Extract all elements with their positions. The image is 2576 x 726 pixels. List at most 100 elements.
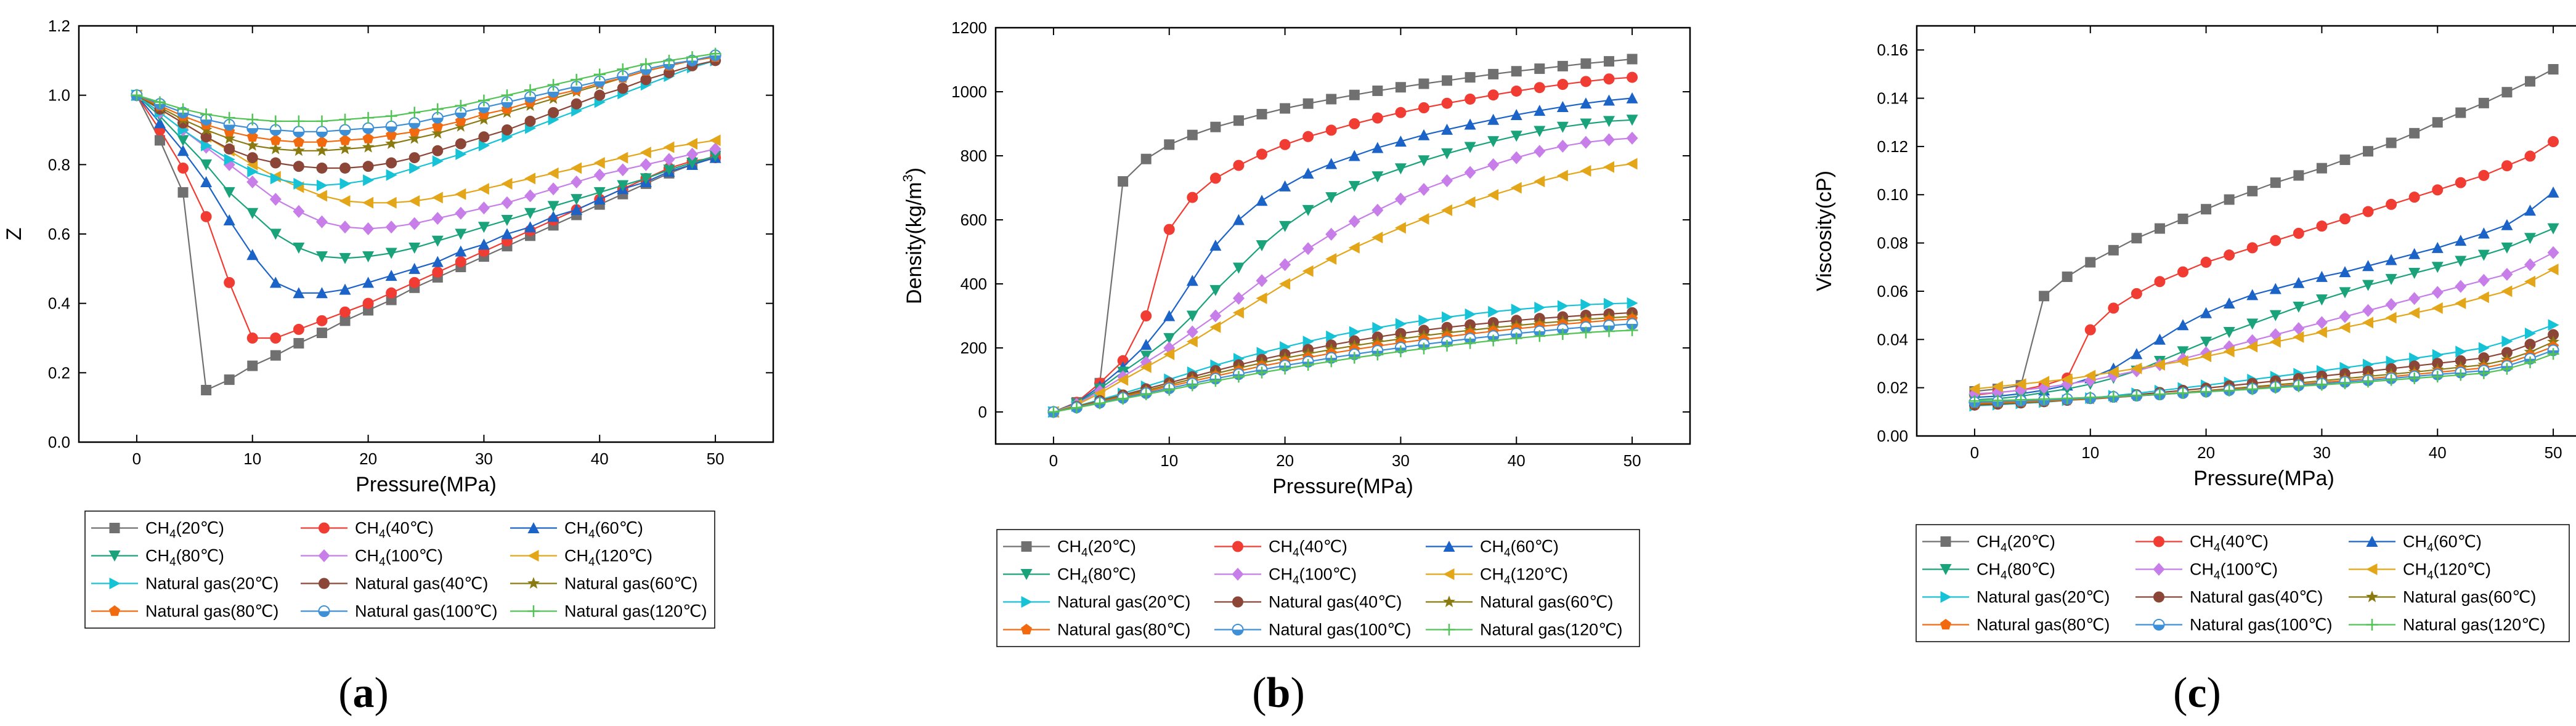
series-ch4-60c-point (2293, 276, 2305, 288)
series-ch4-120c (1969, 264, 2559, 395)
series-ch4-120c-line (1053, 163, 1633, 413)
series-natural-gas-80c-point (386, 129, 397, 140)
series-ch4-60c-point (2477, 227, 2490, 239)
series-ch4-80c-point (501, 214, 513, 226)
series-ch4-100c-point (1510, 151, 1522, 164)
series-ch4-20c-point (2432, 117, 2443, 128)
series-ch4-60c-point (200, 176, 213, 187)
series-natural-gas-120c-point (1371, 349, 1384, 361)
series-natural-gas-120c-point (293, 115, 305, 127)
series-natural-gas-120c-point (1348, 352, 1360, 364)
series-ch4-20c-point (1326, 94, 1337, 105)
series-natural-gas-120c-point (431, 103, 444, 115)
series-natural-gas-120c-point (2293, 380, 2305, 392)
series-ch4-100c-point (362, 222, 375, 236)
series-natural-gas-120c-point (501, 89, 513, 102)
series-ch4-60c-point (455, 245, 467, 257)
series-ch4-100c-point (269, 193, 282, 206)
series-natural-gas-40c-point (594, 89, 606, 101)
series-ch4-20c-point (2062, 271, 2073, 282)
y-tick-label: 600 (961, 211, 987, 229)
y-tick-label: 1200 (951, 18, 987, 37)
series-ch4-100c-point (2339, 310, 2351, 323)
legend-label: CH4(20℃) (1977, 533, 2055, 555)
series-ch4-80c-point (1418, 155, 1430, 167)
series-ch4-60c-point (385, 270, 397, 281)
series-ch4-80c-point (547, 201, 559, 212)
legend-marker (1232, 596, 1243, 608)
x-tick-label: 0 (1970, 443, 1979, 462)
series-natural-gas-40c-point (640, 74, 652, 86)
series-natural-gas-20c-point (1395, 318, 1407, 330)
series-ch4-100c-point (455, 206, 467, 220)
series-ch4-100c-point (1348, 215, 1360, 228)
legend-label: CH4(80℃) (1057, 565, 1136, 587)
series-natural-gas-120c (1969, 348, 2559, 407)
series-ch4-40c-point (2362, 206, 2374, 217)
series-natural-gas-120c-point (2223, 384, 2235, 397)
series-ch4-60c-point (431, 256, 444, 267)
series-ch4-100c-point (2362, 304, 2375, 317)
series-natural-gas-120c-point (1047, 406, 1060, 418)
series-ch4-40c-point (1256, 148, 1268, 160)
series-ch4-60c-point (293, 287, 305, 299)
series-natural-gas-40c-point (571, 98, 582, 110)
series-ch4-120c-point (1534, 175, 1545, 188)
series-ch4-20c-point (1418, 78, 1429, 89)
series-ch4-40c-point (177, 162, 189, 174)
legend-box (996, 529, 1640, 647)
series-natural-gas-40c-point (339, 162, 351, 174)
series-ch4-120c-point (2223, 345, 2235, 358)
series-natural-gas-120c-point (1969, 395, 1981, 407)
series-ch4-20c-point (154, 135, 165, 146)
x-tick-label: 40 (591, 450, 609, 468)
series-natural-gas-120c-point (2315, 379, 2328, 391)
series-ch4-20c-point (1557, 60, 1568, 71)
series-ch4-60c-point (1464, 118, 1476, 130)
legend-marker (527, 577, 540, 589)
series-ch4-40c-point (2270, 235, 2281, 246)
series-ch4-40c-point (1557, 79, 1569, 91)
legend-box (84, 510, 715, 629)
series-ch4-80c-point (617, 180, 629, 192)
series-ch4-60c (131, 89, 721, 299)
series-ch4-60c-point (1348, 150, 1360, 161)
series-ch4-60c-point (1487, 113, 1500, 125)
y-tick-label: 0.0 (48, 433, 70, 451)
series-natural-gas-60c-point (431, 127, 444, 139)
series-ch4-20c-point (2039, 291, 2050, 302)
series-natural-gas-80c-point (455, 115, 466, 126)
series-ch4-120c-point (571, 162, 582, 174)
series-ch4-20c-point (2339, 154, 2350, 165)
legend-label: Natural gas(100℃) (2190, 616, 2332, 634)
series-natural-gas-120c-point (547, 79, 559, 91)
series-ch4-120c-point (455, 188, 466, 200)
series-ch4-60c-point (1256, 195, 1268, 206)
series-natural-gas-80c-point (246, 131, 258, 142)
series-ch4-20c-point (2501, 87, 2513, 98)
series-natural-gas-20c-point (1557, 300, 1569, 312)
series-natural-gas-20c-point (1465, 308, 1476, 320)
legend-item-ch4-80c: CH4(80℃) (91, 547, 224, 569)
series-ch4-20c-point (2108, 244, 2119, 256)
series-ch4-60c-point (593, 193, 606, 205)
series-ch4-120c-point (1279, 278, 1291, 290)
series-natural-gas-40c-point (316, 162, 328, 174)
series-natural-gas-20c-point (1604, 297, 1615, 310)
series-natural-gas-100c-point (617, 70, 629, 83)
series-ch4-60c-point (1626, 92, 1638, 103)
series-natural-gas-20c-point (1442, 311, 1453, 323)
y-tick-label: 0.14 (1877, 89, 1908, 108)
y-tick-label: 0.02 (1877, 379, 1908, 397)
series-ch4-100c-point (640, 158, 652, 171)
series-ch4-20c-point (2154, 223, 2165, 234)
series-natural-gas-100c-point (315, 126, 328, 138)
series-natural-gas-100c-point (1626, 318, 1638, 330)
legend-label: Natural gas(120℃) (2403, 616, 2545, 634)
series-natural-gas-60c-point (339, 142, 351, 155)
series-ch4-60c-line (1053, 97, 1633, 413)
legend-item-ch4-20c: CH4(20℃) (91, 519, 224, 541)
series-ch4-80c-point (1279, 220, 1291, 232)
series-ch4-80c-point (2408, 268, 2421, 280)
legend-label: CH4(100℃) (1269, 565, 1357, 587)
